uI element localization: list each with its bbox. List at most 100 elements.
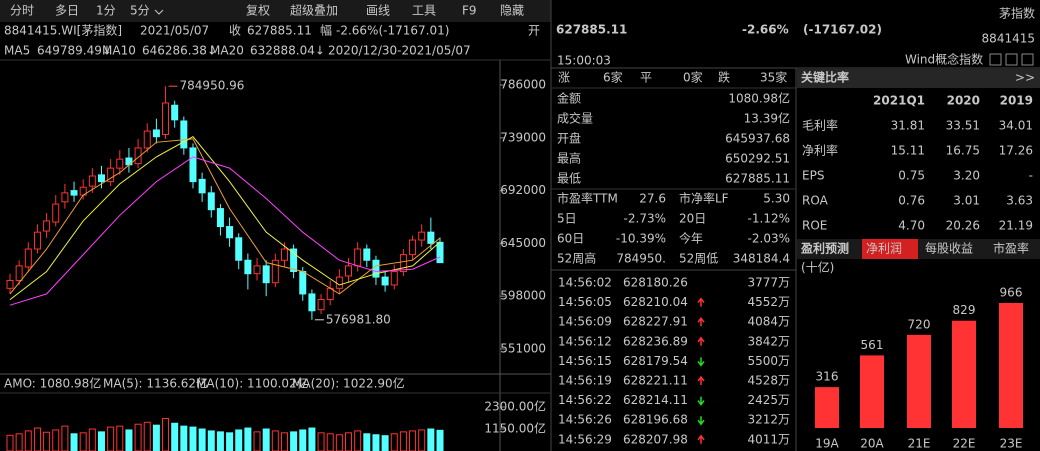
volume-bar xyxy=(226,432,234,451)
amo-legend: MA(20): 1022.90亿 xyxy=(292,376,405,391)
ma-value: 646286.38↓ xyxy=(142,44,217,58)
tab[interactable]: 每股收益 xyxy=(925,241,973,256)
instrument-code: 8841415 xyxy=(982,32,1035,46)
toolbar-button[interactable]: 5分 xyxy=(130,4,150,18)
volume-bar xyxy=(107,426,115,451)
cell: 16.75 xyxy=(946,144,980,158)
volume-bar xyxy=(399,431,407,451)
volume-bar xyxy=(253,431,261,451)
candle-body xyxy=(262,265,270,284)
tick-time: 14:56:05 xyxy=(558,295,612,309)
toolbar-button[interactable]: 分时 xyxy=(10,4,34,18)
volume-bar xyxy=(390,433,398,451)
stat-label: 开盘 xyxy=(557,131,581,146)
row-label: 毛利率 xyxy=(802,118,838,133)
cell: 0.76 xyxy=(898,194,925,208)
tick-arrow xyxy=(697,416,705,426)
tick-volume: 3842万 xyxy=(747,334,790,348)
ma-label: MA10 xyxy=(102,44,136,58)
toolbar-button[interactable]: 1分 xyxy=(96,4,116,18)
data-label: 561 xyxy=(861,338,884,352)
candle-body xyxy=(15,265,23,281)
volume-bar xyxy=(189,426,197,451)
volume-bar xyxy=(345,432,353,451)
ma-line xyxy=(9,156,441,306)
tick-time: 14:56:29 xyxy=(558,432,612,446)
volume-bar xyxy=(363,433,371,451)
amo-legend: AMO: 1080.98亿 xyxy=(4,376,101,391)
stat-value: 645937.68 xyxy=(725,132,790,146)
category: Wind概念指数 xyxy=(905,52,983,67)
candle-body xyxy=(6,279,14,289)
row-label: EPS xyxy=(802,169,824,183)
data-label: 829 xyxy=(953,303,976,317)
candle-body xyxy=(70,190,78,196)
toolbar-button[interactable]: 复权 xyxy=(246,4,270,18)
volume-bar xyxy=(244,427,252,451)
y-tick-label: 786000 xyxy=(500,78,546,92)
icon[interactable] xyxy=(989,53,1002,66)
candle-body xyxy=(207,192,215,211)
candle-body xyxy=(216,208,224,228)
tab-bar xyxy=(797,239,1040,259)
volume-bar xyxy=(354,430,362,451)
toolbar-button[interactable]: 隐藏 xyxy=(500,4,524,18)
tick-volume: 4552万 xyxy=(747,295,790,309)
cell: 3.63 xyxy=(1006,194,1033,208)
cell: 15.11 xyxy=(891,144,925,158)
icon[interactable] xyxy=(1021,53,1034,66)
data-label: 966 xyxy=(1000,286,1023,300)
volume-bar xyxy=(216,431,224,451)
dropdown-icon[interactable] xyxy=(154,9,164,15)
breadth: 平 xyxy=(640,71,652,85)
volume-bar xyxy=(70,433,78,451)
volume-bar xyxy=(6,434,14,451)
label: 收 xyxy=(229,24,241,38)
data-label: 720 xyxy=(908,317,931,331)
candle-body xyxy=(134,147,142,165)
row-label: 净利率 xyxy=(802,143,838,158)
icon[interactable] xyxy=(1005,53,1018,66)
volume-bar xyxy=(43,431,51,451)
label: 开 xyxy=(528,24,540,38)
candle-body xyxy=(116,158,124,169)
candle-body xyxy=(244,259,252,275)
candle-body xyxy=(363,248,371,261)
stat-value: 627885.11 xyxy=(725,172,790,186)
stat-label: 最低 xyxy=(557,172,581,186)
candle-body xyxy=(335,276,343,289)
breadth: 6家 xyxy=(603,70,623,85)
candle-body xyxy=(171,104,179,121)
x-tick-label: 22E xyxy=(953,437,976,451)
toolbar-button[interactable]: 多日 xyxy=(55,4,79,18)
volume-bar xyxy=(116,425,124,451)
close-value: 627885.11 xyxy=(247,24,312,38)
toolbar-button[interactable]: 超级叠加 xyxy=(290,3,338,18)
candle-body xyxy=(198,178,206,194)
change: (-17167.02) xyxy=(803,23,882,37)
low-annotation: 576981.80 xyxy=(326,312,391,326)
toolbar-button[interactable]: F9 xyxy=(462,4,477,18)
more-button[interactable]: >> xyxy=(1015,71,1035,85)
stat-value: 650292.51 xyxy=(725,152,790,166)
tick-arrow xyxy=(697,336,705,346)
tick-price: 628196.68 xyxy=(623,413,688,427)
tab[interactable]: 市盈率 xyxy=(993,241,1029,256)
candle-body xyxy=(24,248,32,268)
volume-bar xyxy=(15,433,23,451)
candle-body xyxy=(152,129,160,138)
candle-body xyxy=(143,130,151,149)
ma-line xyxy=(9,136,441,300)
row-label: ROE xyxy=(802,219,827,233)
toolbar-button[interactable]: 工具 xyxy=(412,4,436,18)
breadth: 0家 xyxy=(683,70,703,85)
tab[interactable]: 净利润 xyxy=(866,242,902,256)
bar xyxy=(815,387,839,428)
volume-bar xyxy=(24,430,32,451)
toolbar-button[interactable]: 画线 xyxy=(366,4,390,18)
bar xyxy=(907,334,931,428)
candle-body xyxy=(399,254,407,272)
tick-price: 628180.26 xyxy=(623,276,688,290)
volume-bar xyxy=(427,428,435,451)
candle-body xyxy=(43,220,51,232)
